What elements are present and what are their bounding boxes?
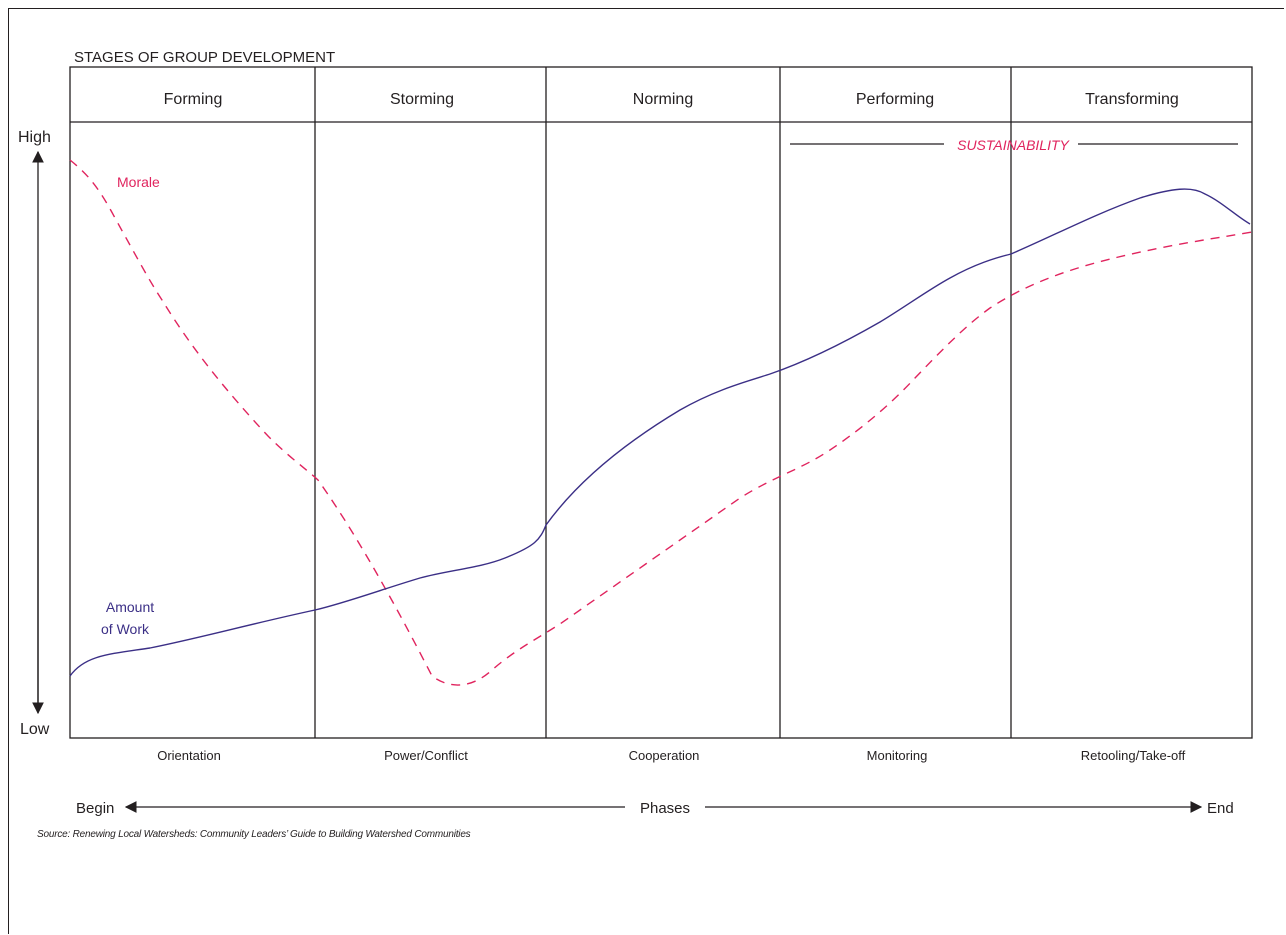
y-axis-high-label: High [18,129,51,146]
phase-retooling: Retooling/Take-off [1081,748,1186,763]
phase-power-conflict: Power/Conflict [384,748,468,763]
work-label-line2: of Work [101,621,150,637]
y-axis-low-label: Low [20,721,50,738]
stage-transforming: Transforming [1085,91,1179,108]
work-curve [69,188,1251,677]
phase-monitoring: Monitoring [867,748,928,763]
work-label-line1: Amount [106,599,154,615]
x-axis-end-label: End [1207,800,1234,817]
stage-forming: Forming [164,91,223,108]
stage-norming: Norming [633,91,693,108]
diagram-title: STAGES OF GROUP DEVELOPMENT [74,49,335,66]
morale-label: Morale [117,174,160,190]
phase-cooperation: Cooperation [629,748,700,763]
x-axis-begin-label: Begin [76,800,114,817]
stage-storming: Storming [390,91,454,108]
diagram-frame [8,8,1284,934]
morale-curve [69,159,1253,686]
sustainability-label: SUSTAINABILITY [957,137,1070,153]
phase-orientation: Orientation [157,748,221,763]
x-axis-phases-label: Phases [640,800,690,817]
chart-box [69,66,1253,739]
stage-performing: Performing [856,91,934,108]
source-citation: Source: Renewing Local Watersheds: Commu… [37,829,471,840]
